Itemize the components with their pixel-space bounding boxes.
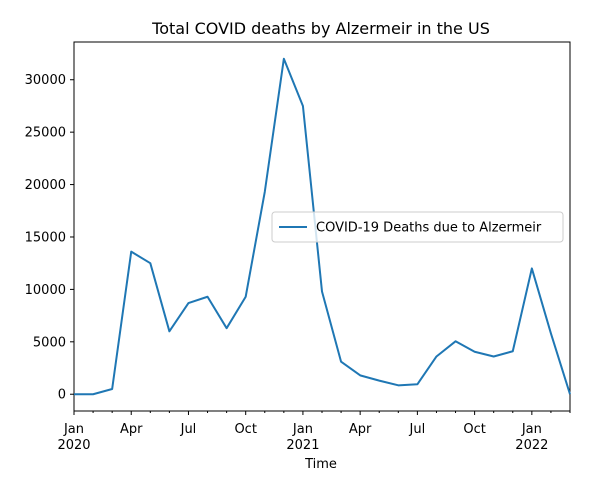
- x-tick-label: Jan: [292, 422, 313, 437]
- y-tick-label: 5000: [33, 335, 66, 350]
- x-tick-year-label: 2022: [515, 438, 548, 453]
- chart-title: Total COVID deaths by Alzermeir in the U…: [151, 19, 490, 38]
- y-tick-label: 20000: [25, 178, 66, 193]
- x-tick-label: Jan: [521, 422, 542, 437]
- x-axis-title: Time: [304, 457, 337, 472]
- x-tick-label: Jan: [63, 422, 84, 437]
- legend: COVID-19 Deaths due to Alzermeir: [272, 212, 563, 242]
- y-axis: 0 5000 10000 15000 20000 25000 30000: [25, 73, 74, 402]
- x-tick-label: Apr: [349, 422, 372, 437]
- x-tick-label: Oct: [463, 422, 485, 437]
- y-tick-label: 30000: [25, 73, 66, 88]
- legend-label: COVID-19 Deaths due to Alzermeir: [316, 221, 542, 236]
- y-tick-label: 25000: [25, 126, 66, 141]
- x-tick-year-label: 2020: [57, 438, 90, 453]
- y-tick-label: 10000: [25, 283, 66, 298]
- x-tick-label: Oct: [234, 422, 256, 437]
- y-tick-label: 0: [58, 388, 66, 403]
- x-tick-year-label: 2021: [286, 438, 319, 453]
- y-tick-label: 15000: [25, 230, 66, 245]
- x-tick-label: Jul: [180, 422, 197, 437]
- x-tick-label: Jul: [409, 422, 426, 437]
- x-tick-label: Apr: [120, 422, 143, 437]
